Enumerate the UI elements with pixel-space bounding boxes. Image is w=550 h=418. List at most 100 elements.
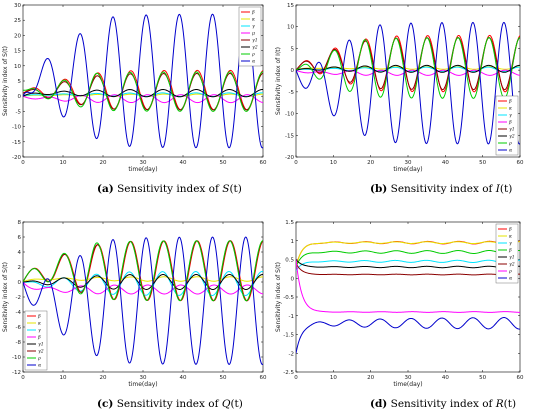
series-line-3 — [296, 249, 520, 268]
legend-entry: β — [508, 248, 512, 254]
x-tick-label: 0 — [294, 160, 298, 166]
series-line-5 — [296, 263, 520, 276]
y-tick-label: -6 — [16, 325, 22, 331]
x-tick-label: 30 — [405, 160, 412, 166]
x-tick-label: 40 — [180, 160, 187, 166]
y-tick-label: -20 — [285, 155, 294, 161]
x-tick-label: 50 — [479, 160, 486, 166]
caption-c: (c) Sensitivity index of Q(t) — [97, 398, 243, 410]
x-tick-label: 30 — [405, 375, 412, 381]
legend-entry: γ — [509, 114, 512, 119]
legend-entry: κ — [508, 235, 512, 240]
series-lines — [23, 236, 263, 366]
series-line-4 — [296, 259, 520, 269]
x-tick-label: 10 — [330, 375, 337, 381]
x-tick-label: 10 — [330, 160, 337, 166]
y-tick-label: 4 — [18, 250, 22, 256]
series-lines — [296, 240, 520, 354]
y-tick-label: -15 — [12, 140, 21, 146]
legend-entry: γ2 — [509, 262, 515, 268]
y-tick-label: 20 — [14, 33, 21, 39]
x-tick-label: 20 — [100, 375, 107, 381]
x-tick-label: 0 — [21, 160, 25, 166]
y-tick-label: -2 — [16, 295, 21, 301]
x-tick-label: 60 — [260, 160, 267, 166]
x-tick-label: 0 — [21, 375, 25, 381]
y-tick-label: 5 — [291, 46, 295, 52]
x-tick-label: 50 — [220, 375, 227, 381]
x-tick-label: 0 — [294, 375, 298, 381]
y-tick-label: -10 — [285, 112, 294, 118]
legend-entry: ρ — [508, 142, 512, 147]
x-tick-label: 20 — [367, 375, 374, 381]
legend-entry: κ — [37, 322, 41, 327]
y-tick-label: 0 — [18, 280, 22, 286]
y-tick-label: -2 — [289, 351, 294, 357]
legend-entry: β — [508, 227, 512, 233]
y-tick-label: -15 — [285, 133, 294, 139]
x-tick-label: 40 — [442, 160, 449, 166]
x-tick-label: 30 — [140, 160, 147, 166]
y-tick-label: -10 — [12, 355, 21, 361]
y-tick-label: 2 — [18, 265, 22, 271]
y-tick-label: 1.5 — [285, 220, 294, 226]
y-tick-label: 5 — [18, 79, 22, 85]
series-line-4 — [23, 273, 263, 291]
series-line-1 — [296, 241, 520, 268]
chart-c: 0 10 20 30 40 50 60 -12 -10 -8 -6 -4 -2 0 2 4 6 8 time(day… — [2, 220, 267, 388]
series-line-3 — [23, 281, 263, 295]
y-tick-label: 8 — [18, 220, 22, 226]
legend-entry: κ — [508, 107, 512, 112]
legend-entry: β — [37, 335, 41, 341]
series-line-7 — [23, 236, 263, 366]
legend-entry: ρ — [251, 53, 255, 58]
y-tick-label: -5 — [16, 109, 22, 115]
y-tick-label: -8 — [16, 340, 22, 346]
series-line-5 — [296, 64, 520, 73]
legend-entry: γ1 — [509, 127, 515, 133]
legend-entry: α — [509, 277, 513, 282]
legend-entry: γ1 — [252, 38, 258, 44]
caption-b: (b) Sensitivity index of I(t) — [370, 183, 512, 195]
y-tick-label: -1 — [289, 314, 294, 320]
legend-entry: β — [37, 314, 41, 320]
legend-entry: ρ — [37, 357, 41, 362]
y-tick-label: 1 — [291, 239, 295, 245]
plot-frame — [295, 221, 521, 373]
legend-entry: κ — [251, 18, 255, 23]
y-tick-label: -1.5 — [283, 333, 294, 339]
x-tick-label: 20 — [367, 160, 374, 166]
x-tick-label: 60 — [260, 375, 267, 381]
legend-entry: γ2 — [252, 45, 258, 51]
y-axis-label: Sensitivity index of S(t) — [2, 262, 9, 332]
chart-a: 0 10 20 30 40 50 60-20-15-10-5051015202530time… — [2, 3, 267, 173]
x-tick-label: 40 — [180, 375, 187, 381]
caption-d: (d) Sensitivity index of R(t) — [370, 398, 516, 410]
legend-entry: γ2 — [38, 349, 44, 355]
x-tick-label: 20 — [100, 160, 107, 166]
y-tick-label: 30 — [14, 3, 21, 9]
y-axis-label: Sensitivity index of S(t) — [275, 262, 282, 332]
legend-entry: γ1 — [509, 255, 515, 261]
series-line-6 — [296, 259, 520, 313]
legend-entry: β — [508, 99, 512, 105]
y-tick-label: 0 — [291, 68, 295, 74]
x-axis-label: time(day) — [128, 381, 157, 388]
legend-entry: γ — [509, 242, 512, 247]
y-tick-label: 15 — [14, 49, 21, 55]
y-axis-label: Sensitivity index of I(t) — [275, 47, 282, 115]
y-tick-label: -10 — [12, 125, 21, 131]
series-line-6 — [23, 71, 263, 112]
series-lines — [23, 13, 263, 149]
series-line-5 — [23, 89, 263, 98]
y-tick-label: 0.5 — [285, 258, 294, 264]
x-axis-label: time(day) — [128, 166, 157, 173]
x-axis-label: time(day) — [393, 166, 422, 173]
legend-entry: α — [509, 149, 513, 154]
x-tick-label: 50 — [479, 375, 486, 381]
legend-entry: γ2 — [509, 134, 515, 140]
legend-entry: γ1 — [38, 342, 44, 348]
